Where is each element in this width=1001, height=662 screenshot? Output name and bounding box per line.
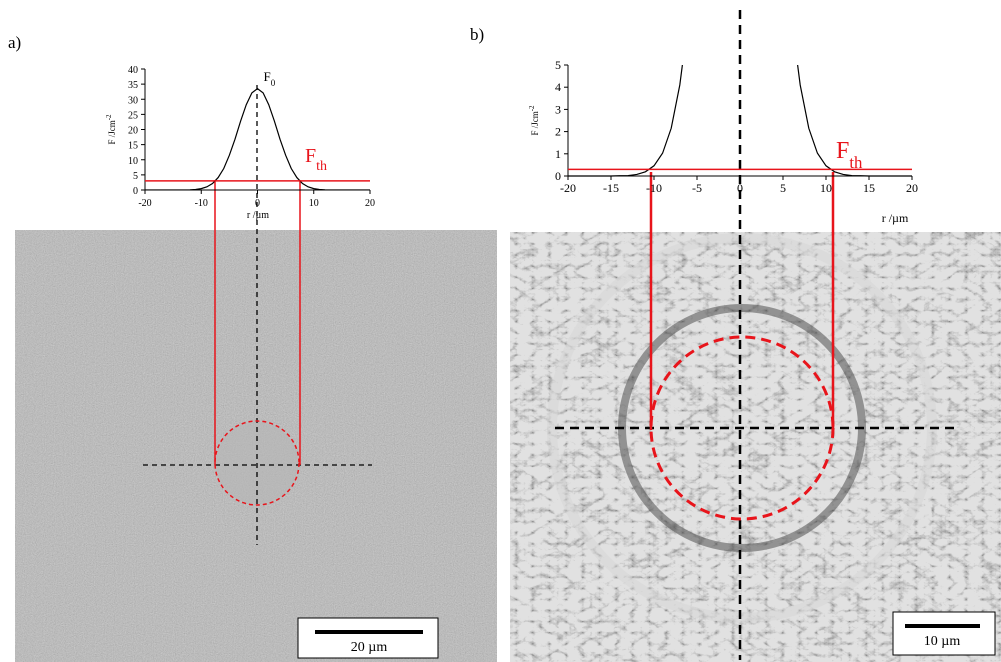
- y-axis-label: F /Jcm-2: [105, 114, 117, 145]
- x-tick-label: 5: [780, 181, 786, 195]
- peak-label: F0: [264, 69, 276, 88]
- y-axis-label-sup: -2: [528, 105, 536, 111]
- y-tick-label: 2: [555, 125, 561, 139]
- x-tick-label: 15: [863, 181, 875, 195]
- y-tick-label: 5: [555, 58, 561, 72]
- x-tick-label: 10: [820, 181, 832, 195]
- x-tick-label: -20: [560, 181, 576, 195]
- scale-bar-label: 10 µm: [924, 634, 961, 649]
- y-axis-label-text: F /Jcm: [107, 120, 117, 144]
- y-axis-label-sup: -2: [105, 114, 113, 120]
- x-tick-label: -15: [603, 181, 619, 195]
- x-tick-label: -10: [646, 181, 662, 195]
- panel-label: b): [470, 25, 484, 44]
- peak-label-sub: 0: [271, 78, 276, 88]
- y-axis-label-text: F /Jcm: [530, 111, 540, 135]
- peak-label-text: F: [264, 69, 271, 84]
- y-tick-label: 20: [128, 126, 138, 137]
- x-tick-label: 0: [255, 198, 260, 209]
- y-tick-label: 25: [128, 110, 138, 121]
- x-tick-label: -20: [138, 198, 151, 209]
- y-tick-label: 0: [133, 186, 138, 197]
- y-tick-label: 1: [555, 147, 561, 161]
- x-tick-label: 20: [906, 181, 918, 195]
- y-tick-label: 35: [128, 80, 138, 91]
- figure: 20 µm 10 µm a) b) 0510152025303540-20-10…: [0, 0, 1001, 662]
- x-tick-label: 0: [737, 181, 743, 195]
- x-tick-label: -5: [692, 181, 702, 195]
- x-tick-label: -10: [195, 198, 208, 209]
- y-tick-label: 5: [133, 171, 138, 182]
- x-tick-label: 10: [309, 198, 319, 209]
- threshold-label-text: F: [305, 145, 316, 167]
- y-tick-label: 40: [128, 65, 138, 76]
- threshold-label-sub: th: [316, 159, 327, 174]
- threshold-label: Fth: [836, 138, 863, 172]
- threshold-label-sub: th: [849, 153, 863, 172]
- y-tick-label: 3: [555, 102, 561, 116]
- y-tick-label: 15: [128, 141, 138, 152]
- y-tick-label: 4: [555, 80, 561, 94]
- scale-bar-label: 20 µm: [351, 640, 388, 655]
- y-axis-label: F /Jcm-2: [528, 105, 540, 136]
- y-tick-label: 10: [128, 156, 138, 167]
- threshold-label: Fth: [305, 145, 327, 174]
- x-tick-label: 20: [365, 198, 375, 209]
- panel-label: a): [8, 33, 21, 52]
- threshold-label-text: F: [836, 138, 849, 164]
- y-tick-label: 30: [128, 95, 138, 106]
- x-axis-label: r /µm: [882, 211, 909, 225]
- x-axis-label: r /µm: [247, 210, 269, 221]
